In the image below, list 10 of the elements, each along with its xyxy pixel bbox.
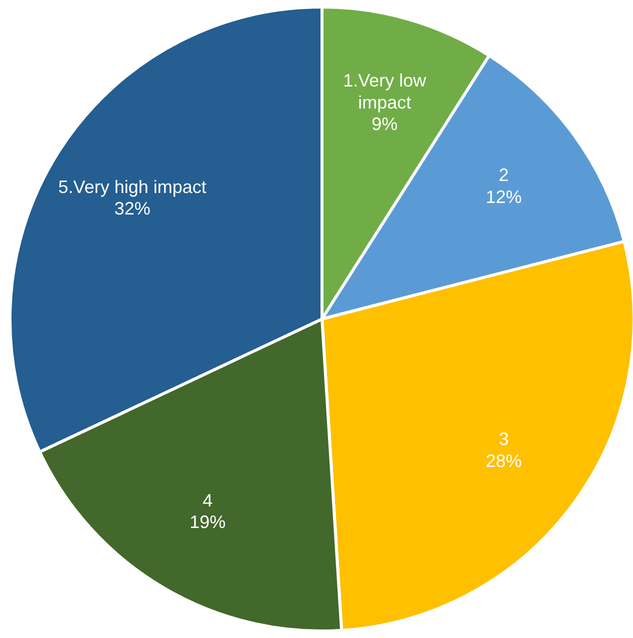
data-label: 32% [114,198,150,218]
slice-label: 2 [498,164,509,185]
data-label: 9% [372,114,398,134]
slice-label: 4 [202,490,213,510]
slice-label: 5.Very high impact [58,176,206,197]
slice-label: 1.Very low impact [343,70,428,112]
data-label: 19% [190,512,226,532]
data-label: 28% [486,450,522,471]
slice-label: 3 [498,428,509,449]
data-label: 12% [486,186,522,207]
